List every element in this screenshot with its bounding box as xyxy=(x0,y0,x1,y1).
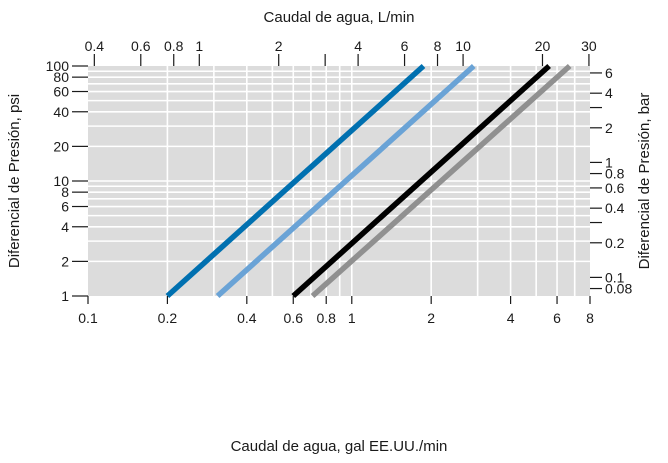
y2-axis-title: Diferencial de Presión, bar xyxy=(636,93,653,270)
y2-tick-label: 2 xyxy=(605,120,613,136)
y-tick-label: 80 xyxy=(53,69,69,85)
y-tick-label: 10 xyxy=(53,173,69,189)
y2-tick-label: 4 xyxy=(605,85,613,101)
x-tick-label: 6 xyxy=(553,310,561,326)
y-tick-label: 1 xyxy=(61,288,69,304)
y-tick-label: 20 xyxy=(53,138,69,154)
x2-tick-label: 0.6 xyxy=(131,38,151,54)
series-line xyxy=(310,63,572,299)
x2-tick-label: 0.8 xyxy=(164,38,184,54)
series-layer xyxy=(165,63,572,299)
y2-tick-label: 6 xyxy=(605,65,613,81)
series-line xyxy=(291,63,551,299)
x-axis-top: 0.4 0.6 0.8 1 2 4 6 8 10 20 30 xyxy=(85,38,597,66)
x2-tick-label: 1 xyxy=(195,38,203,54)
y2-tick-label: 1 xyxy=(605,154,613,170)
x-tick-label: 2 xyxy=(427,310,435,326)
y-tick-label: 60 xyxy=(53,84,69,100)
y-tick-label: 40 xyxy=(53,104,69,120)
x2-tick-label: 6 xyxy=(401,38,409,54)
y2-tick-label: 0.2 xyxy=(605,235,625,251)
y-tick-label: 4 xyxy=(61,219,69,235)
x-tick-label: 0.1 xyxy=(78,310,98,326)
x2-tick-label: 20 xyxy=(535,38,551,54)
x2-tick-label: 8 xyxy=(434,38,442,54)
x-tick-label: 0.4 xyxy=(237,310,257,326)
y-axis-title: Diferencial de Presión, psi xyxy=(6,94,23,268)
y-tick-label: 6 xyxy=(61,199,69,215)
series-line xyxy=(215,63,476,299)
x-tick-label: 4 xyxy=(507,310,515,326)
x2-tick-label: 2 xyxy=(275,38,283,54)
x-axis-title: Caudal de agua, gal EE.UU./min xyxy=(231,438,448,455)
y2-tick-label: 0.8 xyxy=(605,166,625,182)
x2-tick-label: 30 xyxy=(581,38,597,54)
x2-tick-label: 10 xyxy=(455,38,471,54)
x-tick-label: 0.8 xyxy=(316,310,336,326)
x2-tick-label: 4 xyxy=(354,38,362,54)
y-tick-label: 2 xyxy=(61,253,69,269)
x-tick-label: 1 xyxy=(348,310,356,326)
y-tick-label: 8 xyxy=(61,184,69,200)
x-tick-label: 0.2 xyxy=(158,310,178,326)
x-tick-label: 0.6 xyxy=(284,310,304,326)
y-axis-right: 0.080.1 0.2 0.4 0.60.81 2 4 6 xyxy=(590,65,632,297)
x-axis-bottom: 0.1 0.2 0.4 0.6 0.8 1 2 4 6 8 xyxy=(78,296,594,326)
x-tick-label: 8 xyxy=(586,310,594,326)
x2-axis-title: Caudal de agua, L/min xyxy=(264,9,415,26)
y2-tick-label: 0.4 xyxy=(605,200,625,216)
y2-tick-label: 0.6 xyxy=(605,180,625,196)
y2-tick-label: 0.08 xyxy=(605,281,632,297)
x2-tick-label: 0.4 xyxy=(85,38,105,54)
series-line xyxy=(165,63,426,299)
y-tick-label: 100 xyxy=(46,58,70,74)
y2-tick-label: 0.1 xyxy=(605,269,625,285)
